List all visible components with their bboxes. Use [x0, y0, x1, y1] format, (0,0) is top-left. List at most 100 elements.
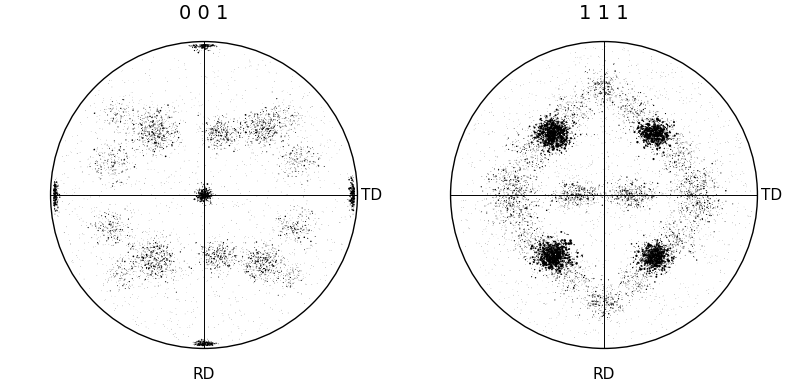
Point: [546, 122, 558, 128]
Point: [139, 106, 152, 112]
Point: [698, 172, 711, 178]
Point: [555, 133, 568, 139]
Point: [498, 173, 511, 179]
Point: [156, 153, 169, 159]
Point: [700, 251, 713, 257]
Point: [192, 194, 205, 200]
Point: [270, 260, 282, 266]
Point: [517, 219, 530, 225]
Point: [345, 197, 358, 204]
Point: [202, 252, 214, 259]
Point: [708, 151, 721, 157]
Point: [243, 113, 256, 119]
Point: [650, 124, 662, 130]
Point: [266, 270, 278, 276]
Point: [554, 240, 566, 246]
Point: [314, 104, 327, 110]
Point: [539, 125, 552, 131]
Point: [698, 186, 710, 192]
Point: [82, 156, 94, 162]
Point: [566, 269, 578, 276]
Point: [574, 196, 587, 202]
Point: [49, 182, 62, 188]
Point: [558, 138, 570, 145]
Point: [211, 124, 224, 130]
Point: [262, 126, 274, 133]
Point: [143, 111, 156, 117]
Point: [299, 156, 312, 162]
Point: [130, 247, 143, 254]
Point: [506, 234, 519, 240]
Point: [672, 208, 685, 214]
Point: [285, 225, 298, 231]
Point: [505, 169, 518, 175]
Point: [560, 142, 573, 148]
Point: [641, 141, 654, 147]
Point: [187, 308, 200, 314]
Point: [556, 128, 569, 134]
Point: [545, 129, 558, 136]
Point: [557, 286, 570, 292]
Point: [654, 128, 666, 135]
Point: [549, 245, 562, 251]
Point: [570, 273, 582, 280]
Point: [619, 189, 632, 195]
Point: [92, 220, 105, 226]
Point: [700, 189, 713, 195]
Point: [549, 188, 562, 195]
Point: [554, 127, 566, 133]
Point: [682, 176, 695, 183]
Point: [688, 154, 701, 161]
Point: [258, 119, 270, 125]
Point: [48, 192, 61, 199]
Point: [654, 125, 666, 131]
Point: [659, 259, 672, 265]
Point: [557, 193, 570, 199]
Point: [642, 252, 655, 258]
Point: [260, 129, 273, 135]
Point: [636, 248, 649, 255]
Point: [302, 149, 315, 155]
Point: [283, 274, 296, 280]
Point: [106, 164, 118, 170]
Point: [647, 253, 660, 259]
Point: [550, 262, 562, 269]
Point: [700, 181, 713, 187]
Point: [111, 178, 124, 184]
Point: [500, 177, 513, 183]
Point: [546, 138, 558, 144]
Point: [554, 128, 567, 134]
Point: [558, 137, 571, 143]
Point: [196, 189, 209, 195]
Point: [693, 147, 706, 154]
Point: [159, 262, 172, 269]
Point: [563, 138, 576, 144]
Point: [692, 145, 705, 151]
Point: [681, 198, 694, 204]
Point: [514, 243, 526, 250]
Point: [587, 197, 600, 203]
Point: [241, 196, 254, 202]
Point: [343, 186, 356, 192]
Point: [597, 298, 610, 305]
Point: [641, 203, 654, 209]
Point: [285, 158, 298, 165]
Point: [114, 275, 127, 282]
Point: [504, 219, 517, 225]
Point: [604, 312, 617, 318]
Point: [660, 254, 673, 260]
Point: [533, 225, 546, 231]
Point: [641, 252, 654, 259]
Point: [254, 229, 267, 236]
Point: [570, 264, 582, 271]
Point: [519, 209, 532, 215]
Point: [190, 42, 202, 48]
Point: [49, 200, 62, 206]
Point: [549, 239, 562, 245]
Point: [547, 121, 560, 127]
Point: [347, 189, 360, 195]
Point: [648, 252, 661, 258]
Point: [106, 273, 118, 280]
Point: [639, 102, 652, 108]
Point: [542, 129, 554, 136]
